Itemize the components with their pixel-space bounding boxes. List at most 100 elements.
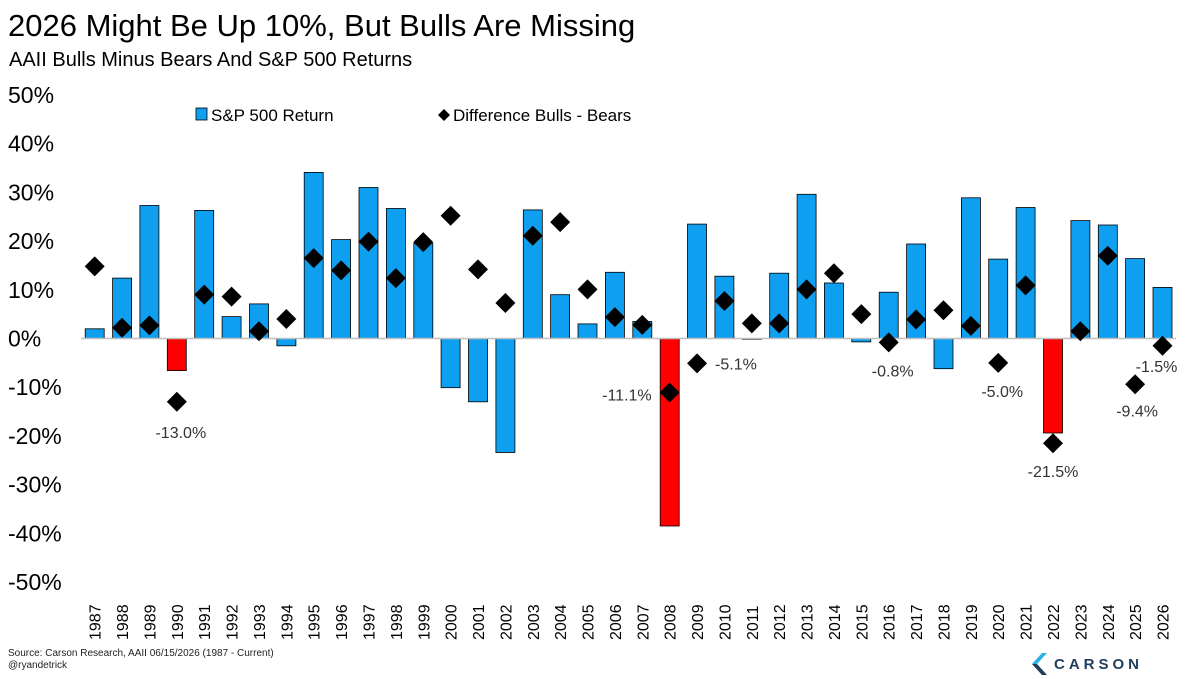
x-tick-label-1991: 1991 [197,604,214,640]
bar-2026 [1152,286,1173,339]
bar-1991 [194,209,215,339]
x-tick-label-1988: 1988 [115,604,132,640]
y-tick-label: 40% [8,131,54,157]
y-tick-label: 10% [8,277,54,303]
x-axis-ticks: 1987 1988 1989 1990 1991 1992 1993 1994 1995 1996… [88,604,1173,640]
marker-2000 [440,205,461,226]
y-tick-label: -40% [8,520,62,546]
marker-2017 [906,309,927,330]
annotation-2020: -5.0% [981,384,1023,401]
bar-2014 [824,282,844,339]
marker-2001 [468,259,489,280]
legend-marker-label: Difference Bulls - Bears [453,106,631,125]
x-tick-label-2008: 2008 [663,604,680,640]
x-tick-label-1995: 1995 [307,604,324,640]
x-tick-label-2014: 2014 [827,604,844,640]
bar-1999 [413,243,434,339]
x-tick-label-1998: 1998 [389,604,406,640]
marker-2013 [796,279,817,300]
marker-2021 [1015,275,1036,296]
marker-2009 [687,353,708,374]
marker-series [84,205,1173,454]
carson-logo: CARSON [1030,652,1143,676]
bar-2004 [550,294,570,339]
bar-1990 [166,338,187,371]
x-tick-label-2019: 2019 [964,604,981,640]
y-tick-label: 50% [8,82,54,108]
marker-2003 [522,225,543,246]
annotations: -13.0% -11.1% -5.1% -0.8% -5.0% -21.5% -9.4% -1… [155,356,1177,481]
marker-1994 [276,309,297,330]
bar-1994 [276,338,297,347]
marker-1997 [358,231,379,252]
x-tick-label-2022: 2022 [1046,604,1063,640]
bar-1987 [84,328,105,339]
bar-2002 [495,338,516,453]
bar-2023 [1070,220,1091,339]
y-tick-label: -50% [8,569,62,595]
x-tick-label-2006: 2006 [608,604,625,640]
legend-marker-swatch [438,109,450,121]
bar-1997 [358,187,379,339]
bar-2025 [1125,258,1145,339]
chart-subtitle: AAII Bulls Minus Bears And S&P 500 Retur… [9,49,413,71]
bar-2005 [577,323,598,339]
marker-1998 [385,268,406,289]
marker-2007 [632,314,653,335]
x-tick-label-1997: 1997 [361,604,378,640]
carson-logo-icon [1032,653,1047,675]
annotation-2022: -21.5% [1028,464,1079,481]
bar-2018 [933,338,954,370]
legend-bar-swatch [195,107,208,121]
marker-2018 [933,300,954,321]
bar-1996 [331,239,352,339]
marker-2016 [878,332,899,353]
x-tick-label-2012: 2012 [772,604,789,640]
bar-series [84,171,1173,527]
x-tick-label-2026: 2026 [1156,604,1173,640]
x-tick-label-2002: 2002 [498,604,515,640]
y-axis-ticks: 50% 40% 30% 20% 10% 0% -10% -20% -30% -40% -50% [8,82,62,595]
bar-2022 [1043,338,1063,434]
x-tick-label-2023: 2023 [1073,604,1090,640]
x-tick-label-2003: 2003 [526,604,543,640]
marker-1988 [112,317,133,338]
x-tick-label-1990: 1990 [170,604,187,640]
marker-1996 [331,260,352,281]
marker-2022 [1042,433,1063,454]
bar-2013 [796,193,817,339]
x-tick-label-2011: 2011 [745,605,762,640]
marker-1991 [194,284,215,305]
x-tick-label-2009: 2009 [690,604,707,640]
y-tick-label: 30% [8,179,54,205]
marker-2006 [604,307,625,328]
marker-1990 [166,391,187,412]
bar-2020 [988,258,1009,339]
chart-title: 2026 Might Be Up 10%, But Bulls Are Miss… [8,8,636,43]
x-tick-label-1993: 1993 [252,604,269,640]
x-tick-label-2007: 2007 [635,604,652,640]
x-tick-label-2017: 2017 [909,604,926,640]
marker-2025 [1125,374,1146,395]
annotation-2008: -11.1% [602,388,652,405]
x-tick-label-2018: 2018 [936,604,953,640]
x-tick-label-2000: 2000 [444,604,461,640]
marker-2004 [550,212,571,233]
x-tick-label-2013: 2013 [800,604,817,640]
y-tick-label: -30% [8,472,62,498]
marker-2008 [659,382,680,403]
bar-2009 [687,223,707,339]
bar-2006 [605,271,625,339]
x-tick-label-1994: 1994 [279,604,296,640]
carson-logo-text: CARSON [1054,655,1144,673]
marker-2020 [988,352,1009,373]
x-tick-label-1996: 1996 [334,604,351,640]
x-tick-label-2010: 2010 [717,604,734,640]
x-tick-label-2020: 2020 [991,604,1008,640]
marker-1992 [221,286,242,307]
annotation-1990: -13.0% [155,425,206,442]
bar-2000 [440,338,461,389]
marker-2012 [769,313,790,334]
bar-2021 [1015,207,1036,339]
x-tick-label-2025: 2025 [1128,604,1145,640]
